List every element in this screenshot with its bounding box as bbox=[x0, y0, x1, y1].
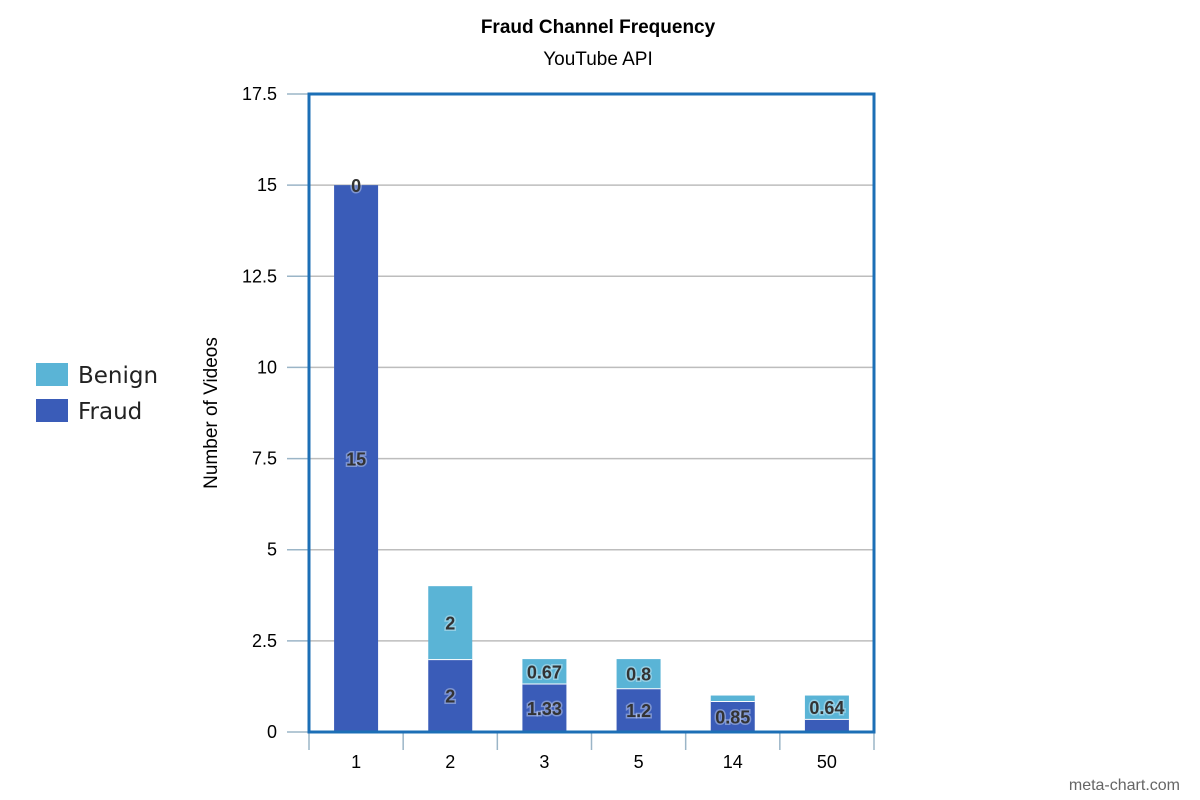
y-tick-label: 10 bbox=[257, 357, 277, 377]
data-label-benign: 0 bbox=[351, 176, 361, 196]
bar-fraud bbox=[522, 683, 567, 732]
data-label-fraud: 1.2 bbox=[626, 701, 651, 721]
bar-fraud bbox=[804, 718, 849, 732]
bars bbox=[334, 185, 849, 733]
legend-swatch-fraud bbox=[36, 399, 68, 422]
data-label-benign: 0.67 bbox=[527, 662, 562, 682]
bar-benign bbox=[428, 586, 473, 660]
bar-fraud bbox=[710, 701, 755, 732]
y-tick-label: 5 bbox=[267, 540, 277, 560]
x-tick-label: 1 bbox=[351, 752, 361, 772]
legend: Benign Fraud bbox=[36, 363, 158, 425]
bar-benign bbox=[804, 695, 849, 719]
axes: 0 2.5 5 7.5 10 12.5 15 17.5 1 2 3 5 14 50 bbox=[242, 84, 876, 772]
y-tick-label: 17.5 bbox=[242, 84, 277, 104]
x-tick-label: 3 bbox=[539, 752, 549, 772]
data-label-fraud: 1.33 bbox=[527, 699, 562, 719]
data-label-fraud: 2 bbox=[445, 687, 455, 707]
x-tick-label: 2 bbox=[445, 752, 455, 772]
bar-benign bbox=[522, 659, 567, 684]
data-labels: 15 0 2 2 1.33 0.67 1.2 0.8 0.85 0.64 bbox=[345, 175, 846, 729]
legend-label-benign: Benign bbox=[78, 363, 158, 389]
y-tick-label: 12.5 bbox=[242, 266, 277, 286]
bar-fraud bbox=[334, 185, 379, 733]
data-label-fraud: 15 bbox=[346, 450, 366, 470]
x-tick-label: 14 bbox=[723, 752, 743, 772]
plot-frame bbox=[307, 92, 876, 734]
data-label-benign: 2 bbox=[445, 614, 455, 634]
grid bbox=[309, 184, 874, 642]
credit-text: meta-chart.com bbox=[1069, 777, 1180, 794]
data-label-fraud: 0.85 bbox=[715, 708, 750, 728]
bar-benign bbox=[710, 695, 755, 702]
bar-benign bbox=[616, 659, 661, 689]
chart-subtitle: YouTube API bbox=[543, 49, 653, 70]
x-tick-label: 50 bbox=[817, 752, 837, 772]
y-tick-label: 0 bbox=[267, 722, 277, 742]
data-label-benign: 0.64 bbox=[809, 698, 844, 718]
bar-fraud bbox=[428, 659, 473, 732]
bar-fraud bbox=[616, 688, 661, 732]
y-tick-label: 7.5 bbox=[252, 449, 277, 469]
y-tick-label: 15 bbox=[257, 175, 277, 195]
x-tick-label: 5 bbox=[634, 752, 644, 772]
y-axis-label: Number of Videos bbox=[201, 337, 222, 489]
data-label-benign: 0.8 bbox=[626, 665, 651, 685]
legend-label-fraud: Fraud bbox=[78, 399, 142, 425]
legend-swatch-benign bbox=[36, 363, 68, 386]
y-tick-label: 2.5 bbox=[252, 631, 277, 651]
chart-title: Fraud Channel Frequency bbox=[481, 17, 716, 38]
